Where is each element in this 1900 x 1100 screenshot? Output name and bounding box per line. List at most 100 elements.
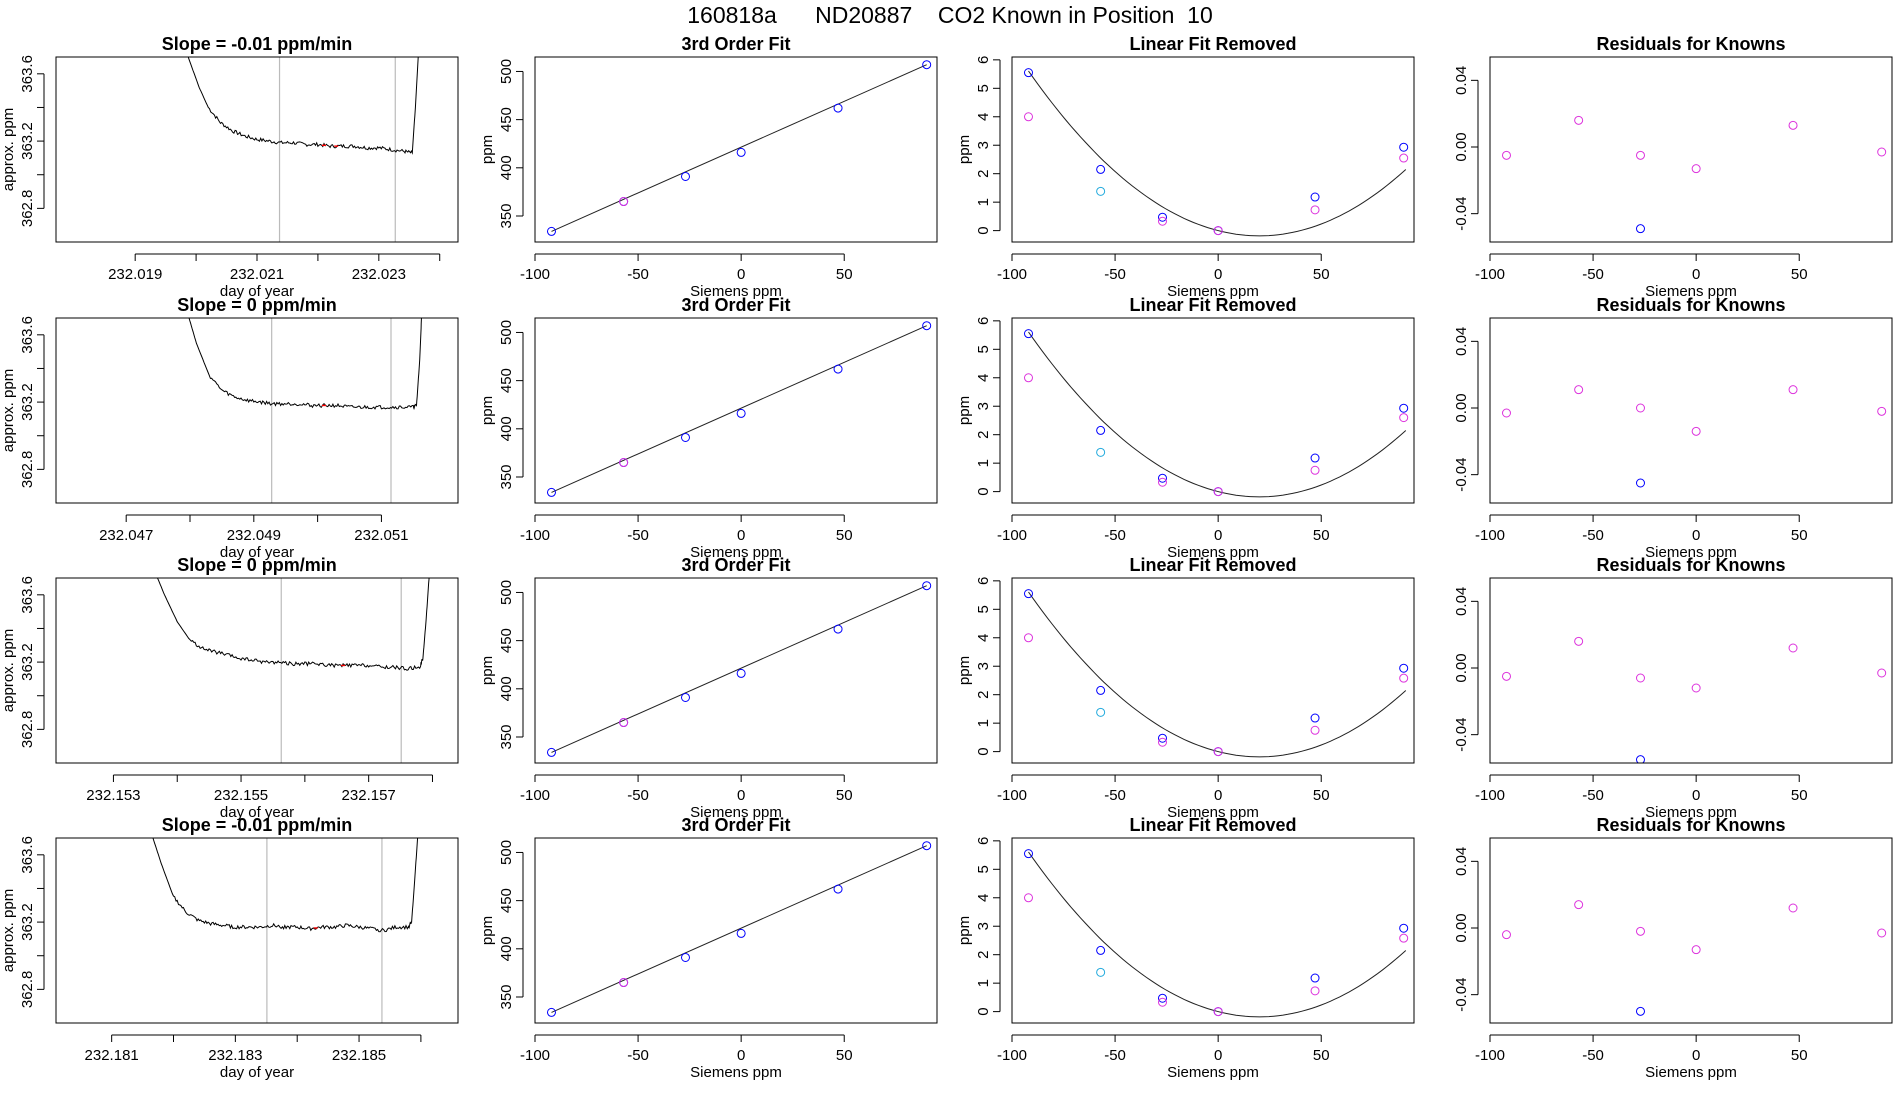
x-tick-label: -50 [1104, 787, 1126, 804]
data-point [736, 928, 746, 938]
y-tick-label: 500 [498, 580, 515, 605]
x-tick-label: 232.183 [208, 1047, 262, 1064]
y-tick-label: 450 [498, 628, 515, 653]
y-tick-label: 500 [498, 59, 515, 84]
x-axis-label: day of year [220, 283, 294, 300]
data-point [1023, 329, 1033, 339]
data-point [619, 458, 629, 468]
data-point [1399, 153, 1409, 163]
y-axis-label: ppm [479, 656, 496, 685]
x-tick-label: -50 [627, 527, 649, 544]
data-point [1877, 928, 1887, 938]
data-point [1788, 120, 1798, 130]
data-point [1501, 671, 1511, 681]
x-tick-label: -50 [1582, 787, 1604, 804]
x-axis-label: Siemens ppm [1645, 804, 1737, 821]
y-axis-label: approx. ppm [0, 108, 17, 191]
data-point [1399, 673, 1409, 683]
x-tick-label: -50 [627, 1047, 649, 1064]
data-point [1157, 473, 1167, 483]
y-tick-label: -0.04 [1453, 458, 1470, 492]
data-point [833, 884, 843, 894]
x-tick-label: -100 [520, 266, 550, 283]
y-tick-label: 4 [975, 634, 992, 642]
x-axis-label: day of year [220, 1064, 294, 1081]
plot-frame [55, 577, 459, 764]
data-point [922, 60, 932, 70]
x-tick-label: 50 [1791, 787, 1808, 804]
data-point [1310, 453, 1320, 463]
data-point [1157, 997, 1167, 1007]
data-trace [152, 838, 419, 933]
fit-curve [1028, 591, 1407, 758]
x-tick-label: 232.021 [230, 266, 284, 283]
y-tick-label: 350 [498, 203, 515, 228]
y-tick-label: 350 [498, 724, 515, 749]
y-tick-label: 0.00 [1453, 393, 1470, 422]
x-tick-label: -100 [1475, 527, 1505, 544]
data-point [922, 321, 932, 331]
plot-area [1501, 636, 1887, 763]
data-point [1157, 212, 1167, 222]
data-point [1399, 663, 1409, 673]
x-tick-label: 50 [836, 266, 853, 283]
chart-panel-5: Slope = 0 ppm/min 232.047 232.049 232.051 da… [0, 295, 459, 561]
data-point [1788, 903, 1798, 913]
data-point [736, 668, 746, 678]
data-point [1310, 986, 1320, 996]
y-tick-label: 4 [975, 113, 992, 121]
y-tick-label: 6 [975, 837, 992, 845]
x-tick-label: 232.155 [214, 787, 268, 804]
x-tick-label: -50 [1104, 527, 1126, 544]
x-tick-label: -100 [520, 787, 550, 804]
x-axis-label: Siemens ppm [690, 544, 782, 561]
y-tick-label: 500 [498, 320, 515, 345]
data-point [1399, 413, 1409, 423]
y-tick-label: 363.2 [19, 903, 36, 941]
data-point [1096, 186, 1106, 196]
y-tick-label: 0 [975, 747, 992, 755]
x-axis-label: Siemens ppm [1167, 283, 1259, 300]
plot-frame [534, 56, 938, 243]
y-tick-label: 0.00 [1453, 913, 1470, 942]
x-tick-label: 0 [1214, 527, 1222, 544]
x-tick-label: 232.047 [99, 527, 153, 544]
y-tick-label: 400 [498, 416, 515, 441]
data-point [1096, 425, 1106, 435]
plot-area [546, 60, 932, 236]
data-point [1574, 385, 1584, 395]
data-point [1213, 1007, 1223, 1017]
data-point [1096, 685, 1106, 695]
y-tick-label: -0.04 [1453, 197, 1470, 231]
x-tick-label: 50 [1313, 527, 1330, 544]
y-tick-label: 363.6 [19, 836, 36, 874]
plot-area [152, 838, 419, 1023]
chart-panel-2: 3rd Order Fit -100 -50 0 50 Siemens ppm 350 400… [479, 34, 938, 300]
data-point [1635, 1006, 1645, 1016]
fit-curve [1028, 70, 1407, 237]
data-point [1635, 224, 1645, 234]
y-tick-label: 362.8 [19, 190, 36, 228]
chart-panel-8: Residuals for Knowns -100 -50 0 50 Siemens pp… [1453, 295, 1893, 561]
data-point [1157, 737, 1167, 747]
x-tick-label: 232.181 [85, 1047, 139, 1064]
x-tick-label: -50 [627, 266, 649, 283]
y-tick-label: 400 [498, 155, 515, 180]
data-point [1691, 945, 1701, 955]
y-tick-label: 0 [975, 226, 992, 234]
chart-title: Slope = 0 ppm/min [177, 295, 337, 315]
plot-area [1501, 385, 1887, 488]
plot-frame [534, 837, 938, 1024]
data-point [1023, 112, 1033, 122]
x-tick-label: 0 [1214, 787, 1222, 804]
y-axis-label: ppm [479, 396, 496, 425]
data-point [1399, 142, 1409, 152]
data-point [1635, 755, 1645, 763]
data-point [1574, 115, 1584, 125]
y-tick-label: 0.04 [1453, 847, 1470, 876]
y-tick-label: 363.6 [19, 316, 36, 354]
x-tick-label: 50 [1791, 527, 1808, 544]
y-tick-label: 0.04 [1453, 327, 1470, 356]
y-tick-label: 4 [975, 374, 992, 382]
data-trace [188, 318, 422, 411]
